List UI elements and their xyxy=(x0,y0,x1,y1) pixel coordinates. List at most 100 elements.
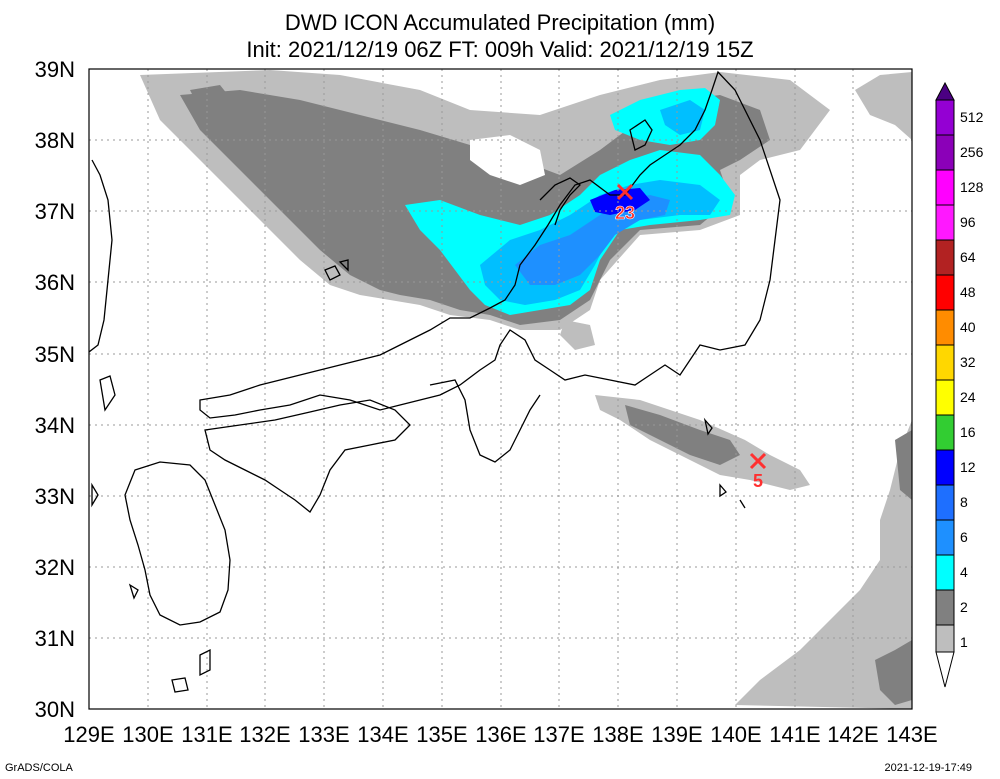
lat-label: 36N xyxy=(35,270,75,295)
colorbar-label: 128 xyxy=(960,179,984,195)
colorbar-swatch xyxy=(935,309,955,346)
lon-label: 139E xyxy=(651,722,702,747)
colorbar-swatch xyxy=(935,484,955,521)
precip-area-2mm-south xyxy=(625,405,740,465)
colorbar-swatch xyxy=(935,169,955,206)
colorbar-label: 32 xyxy=(960,354,976,370)
precip-gap-north xyxy=(470,135,545,185)
lat-label: 30N xyxy=(35,697,75,722)
colorbar-labels: 512 256 128 96 64 48 40 32 24 16 12 8 6 … xyxy=(960,109,984,650)
lat-label: 33N xyxy=(35,484,75,509)
marker-max-5: 5 xyxy=(749,452,767,491)
marker-value: 5 xyxy=(753,471,763,491)
footer-credit: GrADS/COLA xyxy=(5,762,73,774)
coast-kii xyxy=(429,379,541,463)
colorbar-swatch xyxy=(935,99,955,136)
colorbar-swatch xyxy=(935,554,955,591)
colorbar-label: 2 xyxy=(960,599,968,615)
colorbar-label: 24 xyxy=(960,389,976,405)
lat-labels: 39N 38N 37N 36N 35N 34N 33N 32N 31N 30N xyxy=(35,57,75,722)
lat-label: 31N xyxy=(35,626,75,651)
lon-label: 132E xyxy=(239,722,290,747)
coast-amami xyxy=(128,583,139,600)
precip-area-2mm-se xyxy=(875,640,912,705)
lat-label: 39N xyxy=(35,57,75,82)
colorbar-label: 512 xyxy=(960,109,984,125)
coast-sado xyxy=(629,119,653,151)
colorbar-swatch xyxy=(935,449,955,486)
coast-izu-islands xyxy=(703,417,746,509)
colorbar-label: 8 xyxy=(960,494,968,510)
colorbar-label: 4 xyxy=(960,564,968,580)
lon-label: 137E xyxy=(533,722,584,747)
colorbar-label: 96 xyxy=(960,214,976,230)
colorbar-swatch xyxy=(935,134,955,171)
lat-label: 37N xyxy=(35,199,75,224)
colorbar-swatch xyxy=(935,379,955,416)
lon-label: 141E xyxy=(769,722,820,747)
precip-area-6mm-ne xyxy=(660,100,705,135)
footer-timestamp: 2021-12-19-17:49 xyxy=(884,762,972,774)
map-frame xyxy=(88,68,913,710)
lat-label: 32N xyxy=(35,555,75,580)
colorbar-label: 16 xyxy=(960,424,976,440)
coast-korea xyxy=(89,159,113,353)
precip-area-2mm-north xyxy=(180,90,770,325)
colorbar-swatch xyxy=(935,519,955,556)
coast-tsushima xyxy=(99,375,116,412)
coast-noto xyxy=(539,177,582,226)
lon-label: 130E xyxy=(122,722,173,747)
lat-label: 34N xyxy=(35,413,75,438)
coast-honshu xyxy=(199,70,781,419)
colorbar-label: 40 xyxy=(960,319,976,335)
lon-label: 142E xyxy=(827,722,878,747)
colorbar-label: 1 xyxy=(960,634,968,650)
precip-area-2mm-east xyxy=(895,430,912,500)
map-title: DWD ICON Accumulated Precipitation (mm) xyxy=(284,10,716,35)
lon-label: 133E xyxy=(298,722,349,747)
lon-label: 143E xyxy=(886,722,937,747)
lon-label: 140E xyxy=(710,722,761,747)
coastlines xyxy=(89,70,781,693)
lat-label: 38N xyxy=(35,128,75,153)
colorbar-swatch xyxy=(935,624,955,653)
colorbar-swatch xyxy=(935,239,955,276)
precip-shading xyxy=(140,70,912,709)
marker-max-23: 23 xyxy=(615,183,635,223)
map-gridlines xyxy=(89,69,912,709)
precip-area-2mm-blob xyxy=(190,85,260,140)
lon-label: 138E xyxy=(592,722,643,747)
colorbar-label: 256 xyxy=(960,144,984,160)
precip-area-12mm xyxy=(590,188,650,215)
colorbar-swatch xyxy=(935,589,955,626)
x-marker-icon xyxy=(616,183,634,201)
lat-label: 35N xyxy=(35,342,75,367)
precip-area-1mm-blob xyxy=(560,320,595,350)
coast-yakushima xyxy=(171,648,211,693)
colorbar xyxy=(935,81,955,688)
lon-label: 135E xyxy=(416,722,467,747)
colorbar-label: 6 xyxy=(960,529,968,545)
precip-area-1mm-ne xyxy=(855,72,912,140)
coast-west xyxy=(91,482,99,508)
lon-label: 129E xyxy=(63,722,114,747)
lon-label: 131E xyxy=(181,722,232,747)
precip-area-1mm-se xyxy=(735,420,912,709)
map-subtitle: Init: 2021/12/19 06Z FT: 009h Valid: 202… xyxy=(246,37,754,62)
colorbar-top-arrow xyxy=(935,81,955,101)
marker-value: 23 xyxy=(615,203,635,223)
coast-kyushu xyxy=(124,461,231,626)
colorbar-label: 12 xyxy=(960,459,976,475)
colorbar-bottom-arrow xyxy=(935,651,955,688)
colorbar-swatch xyxy=(935,344,955,381)
colorbar-swatch xyxy=(935,414,955,451)
lon-label: 134E xyxy=(357,722,408,747)
colorbar-swatch xyxy=(935,204,955,241)
x-marker-icon xyxy=(749,452,767,470)
colorbar-swatch xyxy=(935,274,955,311)
colorbar-label: 64 xyxy=(960,249,976,265)
coast-oki xyxy=(324,259,349,281)
colorbar-label: 48 xyxy=(960,284,976,300)
coast-shikoku xyxy=(204,399,411,513)
